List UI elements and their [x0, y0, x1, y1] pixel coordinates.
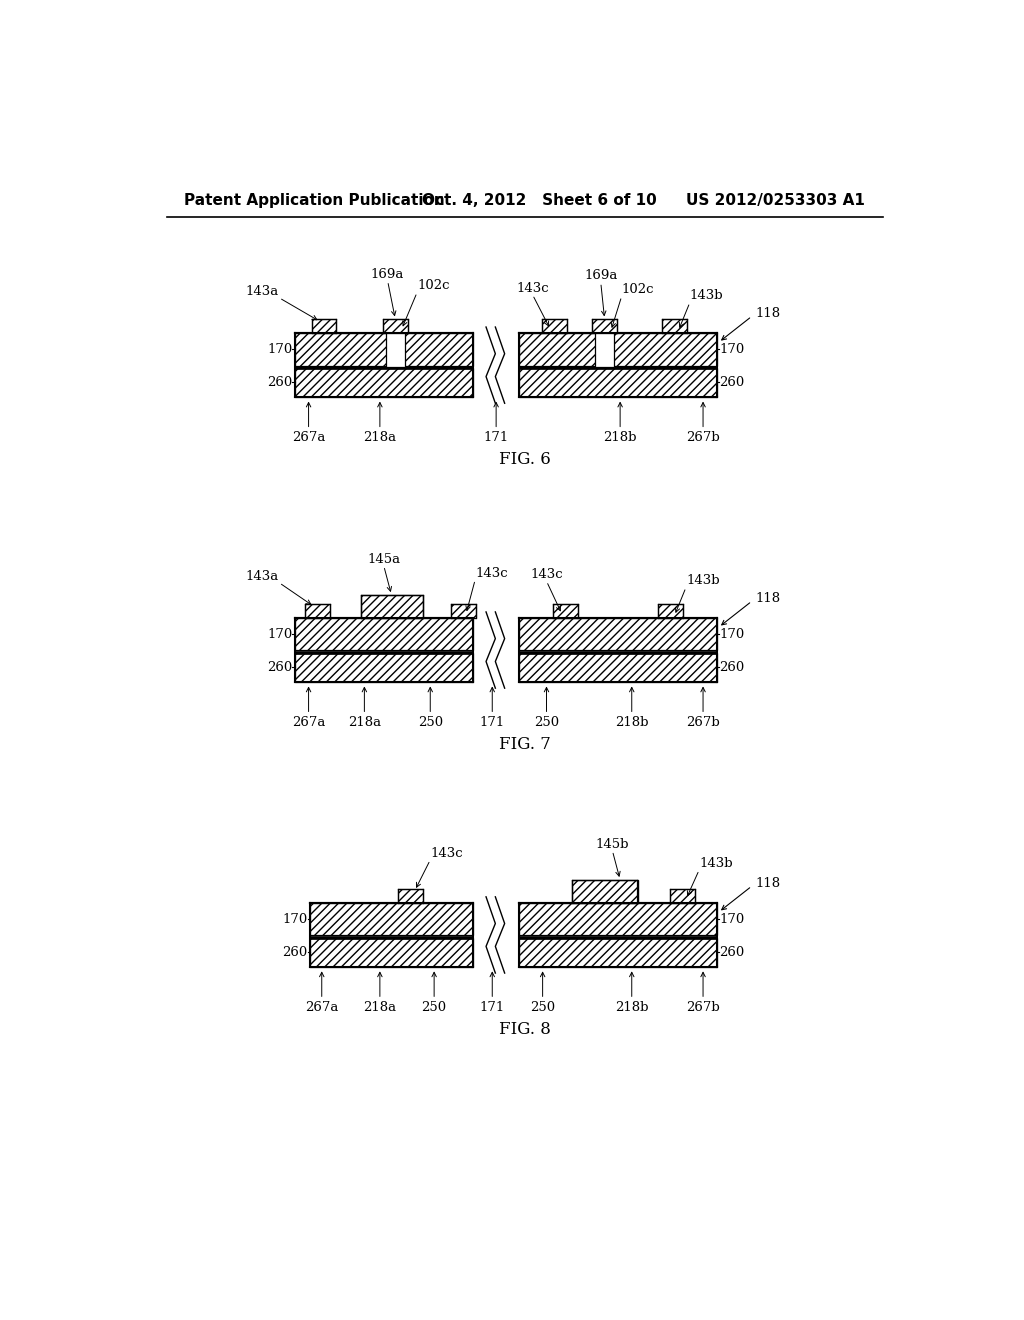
Text: 145a: 145a: [368, 553, 400, 566]
Text: 267b: 267b: [686, 1001, 720, 1014]
Text: 267a: 267a: [292, 430, 326, 444]
Text: 118: 118: [756, 593, 781, 606]
Bar: [658, 605, 683, 618]
Text: 260: 260: [719, 376, 744, 389]
Bar: [295, 367, 473, 370]
Bar: [295, 618, 473, 651]
Text: 143c: 143c: [516, 281, 549, 294]
Text: 250: 250: [418, 715, 442, 729]
Text: 170: 170: [267, 343, 292, 356]
Text: 171: 171: [483, 430, 509, 444]
Text: 218b: 218b: [615, 1001, 648, 1014]
Bar: [310, 903, 473, 936]
Text: 143b: 143b: [686, 574, 720, 587]
Text: 250: 250: [534, 715, 559, 729]
Text: 170: 170: [719, 628, 744, 640]
Text: 143b: 143b: [690, 289, 724, 302]
Bar: [386, 333, 404, 367]
Bar: [386, 331, 404, 366]
Text: 102c: 102c: [622, 284, 654, 296]
Bar: [595, 331, 614, 366]
Bar: [295, 333, 473, 366]
Bar: [452, 605, 476, 618]
Text: 218b: 218b: [603, 430, 637, 444]
Text: 145b: 145b: [596, 838, 629, 850]
Bar: [592, 319, 617, 333]
Text: 143c: 143c: [475, 566, 508, 579]
Text: 250: 250: [422, 1001, 446, 1014]
Bar: [519, 651, 717, 655]
Bar: [519, 618, 717, 651]
Bar: [311, 319, 337, 333]
Text: 170: 170: [719, 912, 744, 925]
Bar: [305, 605, 331, 618]
Text: 171: 171: [479, 715, 505, 729]
Bar: [383, 319, 408, 333]
Bar: [310, 937, 473, 966]
Text: FIG. 6: FIG. 6: [499, 451, 551, 469]
Bar: [670, 890, 694, 903]
Text: 218a: 218a: [364, 1001, 396, 1014]
Text: 169a: 169a: [371, 268, 404, 281]
Text: 260: 260: [283, 945, 308, 958]
Bar: [554, 605, 579, 618]
Text: 267b: 267b: [686, 715, 720, 729]
Text: Patent Application Publication: Patent Application Publication: [183, 193, 444, 209]
Bar: [295, 368, 473, 397]
Text: 143c: 143c: [430, 847, 463, 859]
Text: 169a: 169a: [584, 269, 617, 282]
Text: 170: 170: [283, 912, 308, 925]
Bar: [310, 936, 473, 940]
Text: Oct. 4, 2012   Sheet 6 of 10: Oct. 4, 2012 Sheet 6 of 10: [423, 193, 657, 209]
Bar: [542, 319, 566, 333]
Text: 260: 260: [719, 661, 744, 675]
Bar: [572, 880, 638, 903]
Text: US 2012/0253303 A1: US 2012/0253303 A1: [686, 193, 865, 209]
Text: 102c: 102c: [417, 280, 450, 293]
Text: 118: 118: [756, 878, 781, 890]
Bar: [519, 653, 717, 682]
Text: 267b: 267b: [686, 430, 720, 444]
Bar: [595, 333, 614, 367]
Text: 170: 170: [719, 343, 744, 356]
Text: 267a: 267a: [305, 1001, 339, 1014]
Bar: [295, 651, 473, 655]
Bar: [360, 595, 423, 618]
Text: 260: 260: [267, 376, 292, 389]
Text: FIG. 7: FIG. 7: [499, 737, 551, 752]
Bar: [519, 368, 717, 397]
Text: 143b: 143b: [699, 857, 733, 870]
Text: 170: 170: [267, 628, 292, 640]
Text: 260: 260: [267, 661, 292, 675]
Text: 218a: 218a: [364, 430, 396, 444]
Text: 250: 250: [530, 1001, 555, 1014]
Bar: [519, 903, 717, 936]
Text: 143a: 143a: [246, 285, 280, 298]
Text: 267a: 267a: [292, 715, 326, 729]
Text: 218b: 218b: [615, 715, 648, 729]
Text: 143a: 143a: [246, 570, 280, 582]
Text: 171: 171: [479, 1001, 505, 1014]
Text: 260: 260: [719, 945, 744, 958]
Bar: [662, 319, 687, 333]
Text: FIG. 8: FIG. 8: [499, 1020, 551, 1038]
Bar: [519, 367, 717, 370]
Bar: [519, 937, 717, 966]
Bar: [519, 333, 717, 366]
Bar: [519, 936, 717, 940]
Bar: [295, 653, 473, 682]
Text: 143c: 143c: [530, 568, 563, 581]
Bar: [398, 890, 423, 903]
Text: 218a: 218a: [348, 715, 381, 729]
Text: 118: 118: [756, 308, 781, 321]
